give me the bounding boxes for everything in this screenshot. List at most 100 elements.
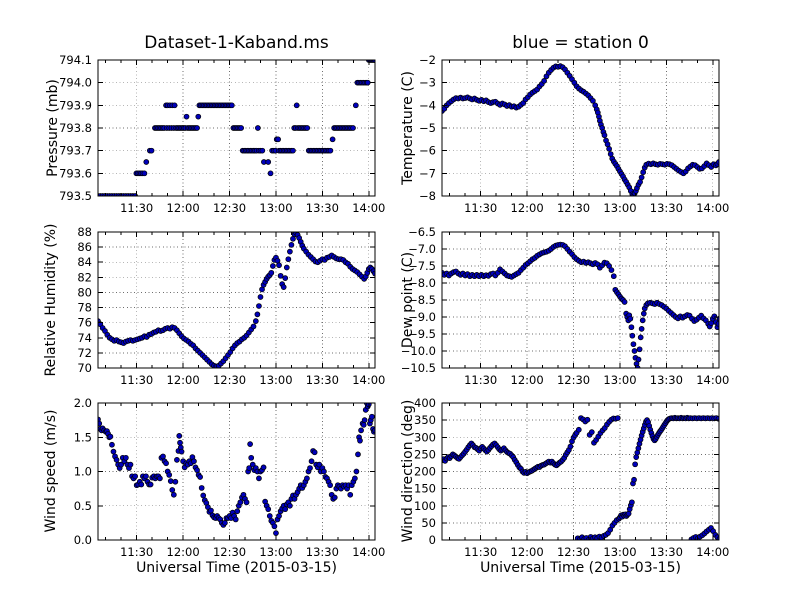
svg-text:11:30: 11:30 [120, 373, 153, 387]
panel-wind_speed: 0.0 0.5 1.0 1.5 2.0 11:30 12:00 12:30 13:00 13:30… [74, 396, 386, 559]
svg-text:86: 86 [77, 240, 92, 254]
svg-text:50: 50 [421, 516, 436, 530]
svg-text:13:00: 13:00 [603, 373, 636, 387]
svg-text:82: 82 [77, 270, 92, 284]
svg-text:150: 150 [414, 482, 436, 496]
svg-text:11:30: 11:30 [464, 545, 497, 559]
svg-text:11:30: 11:30 [464, 373, 497, 387]
svg-text:11:30: 11:30 [120, 545, 153, 559]
svg-text:1.0: 1.0 [74, 465, 92, 479]
svg-text:400: 400 [414, 396, 436, 410]
svg-text:12:30: 12:30 [557, 201, 590, 215]
svg-text:14:00: 14:00 [352, 201, 385, 215]
xlabel-left: Universal Time (2015-03-15) [136, 560, 337, 576]
ylabel-wind-speed: Wind speed (m/s) [43, 409, 59, 533]
svg-text:793.8: 793.8 [59, 121, 92, 135]
svg-text:11:30: 11:30 [464, 201, 497, 215]
svg-text:13:30: 13:30 [306, 201, 339, 215]
svg-text:−7.5: −7.5 [408, 259, 436, 273]
svg-text:−10.0: −10.0 [401, 344, 436, 358]
svg-text:13:30: 13:30 [306, 545, 339, 559]
svg-text:76: 76 [77, 316, 92, 330]
left-panel-title: Dataset-1-Kaband.ms [144, 33, 329, 53]
svg-text:12:00: 12:00 [167, 373, 200, 387]
svg-text:0.5: 0.5 [74, 499, 92, 513]
svg-text:794.1: 794.1 [59, 53, 92, 67]
svg-text:13:30: 13:30 [306, 373, 339, 387]
svg-text:1.5: 1.5 [74, 430, 92, 444]
svg-text:−9.5: −9.5 [408, 327, 436, 341]
svg-text:12:30: 12:30 [213, 201, 246, 215]
svg-text:−8.0: −8.0 [408, 276, 436, 290]
svg-text:12:00: 12:00 [511, 373, 544, 387]
svg-text:12:30: 12:30 [213, 545, 246, 559]
svg-text:13:00: 13:00 [603, 545, 636, 559]
svg-text:−6.5: −6.5 [408, 225, 436, 239]
svg-text:72: 72 [77, 346, 92, 360]
svg-text:−4: −4 [419, 98, 436, 112]
svg-text:12:30: 12:30 [557, 545, 590, 559]
svg-text:14:00: 14:00 [696, 373, 729, 387]
svg-text:13:30: 13:30 [650, 373, 683, 387]
panel-wind_direction: 0 50 100 150 200 250 300 350 400 11:30 12:00 12:30 1… [414, 396, 729, 559]
svg-text:−5: −5 [419, 121, 436, 135]
xlabel-right: Universal Time (2015-03-15) [480, 560, 681, 576]
svg-text:300: 300 [414, 430, 436, 444]
panel-temperature: −8 −7 −6 −5 −4 −3 −2 11:30 12:00 12:30 13:00 13:30 1… [419, 53, 729, 215]
svg-text:84: 84 [77, 255, 92, 269]
svg-text:793.9: 793.9 [59, 98, 92, 112]
svg-text:12:30: 12:30 [557, 373, 590, 387]
svg-text:13:30: 13:30 [650, 201, 683, 215]
svg-text:14:00: 14:00 [696, 545, 729, 559]
svg-text:13:00: 13:00 [259, 373, 292, 387]
svg-text:13:30: 13:30 [650, 545, 683, 559]
svg-text:−7: −7 [419, 166, 436, 180]
svg-text:−9.0: −9.0 [408, 310, 436, 324]
ylabel-dew-point: Dew point (C) [400, 251, 416, 349]
svg-text:350: 350 [414, 413, 436, 427]
svg-text:0: 0 [429, 533, 436, 547]
svg-text:2.0: 2.0 [74, 396, 92, 410]
svg-text:13:00: 13:00 [259, 201, 292, 215]
svg-text:12:30: 12:30 [213, 373, 246, 387]
svg-text:793.6: 793.6 [59, 166, 92, 180]
svg-text:200: 200 [414, 465, 436, 479]
svg-text:88: 88 [77, 225, 92, 239]
svg-text:−3: −3 [419, 76, 436, 90]
svg-text:12:00: 12:00 [167, 545, 200, 559]
svg-text:13:00: 13:00 [259, 545, 292, 559]
svg-text:70: 70 [77, 361, 92, 375]
svg-text:−8: −8 [419, 189, 436, 203]
svg-text:−8.5: −8.5 [408, 293, 436, 307]
svg-text:13:00: 13:00 [603, 201, 636, 215]
svg-text:14:00: 14:00 [352, 373, 385, 387]
svg-text:−10.5: −10.5 [401, 361, 436, 375]
svg-text:−7.0: −7.0 [408, 242, 436, 256]
ylabel-pressure: Pressure (mb) [45, 79, 61, 177]
svg-text:74: 74 [77, 331, 92, 345]
panel-pressure: 793.5 793.6 793.7 793.8 793.9 794.0 794.1 11:30… [59, 53, 385, 215]
svg-text:794.0: 794.0 [59, 76, 92, 90]
svg-text:11:30: 11:30 [120, 201, 153, 215]
svg-text:0.0: 0.0 [74, 533, 92, 547]
svg-text:80: 80 [77, 285, 92, 299]
svg-text:250: 250 [414, 447, 436, 461]
svg-text:793.5: 793.5 [59, 189, 92, 203]
svg-text:14:00: 14:00 [696, 201, 729, 215]
ylabel-wind-direction: Wind direction (deg) [400, 399, 416, 543]
svg-text:100: 100 [414, 499, 436, 513]
svg-text:12:00: 12:00 [511, 201, 544, 215]
svg-text:78: 78 [77, 301, 92, 315]
panel-dew_point: −10.5 −10.0 −9.5 −9.0 −8.5 −8.0 −7.5 −7.0 −6.5 11… [401, 225, 730, 387]
svg-text:12:00: 12:00 [167, 201, 200, 215]
right-panel-title: blue = station 0 [512, 33, 649, 53]
svg-text:−6: −6 [419, 144, 436, 158]
svg-text:−2: −2 [419, 53, 436, 67]
svg-text:12:00: 12:00 [511, 545, 544, 559]
svg-text:14:00: 14:00 [352, 545, 385, 559]
svg-text:793.7: 793.7 [59, 144, 92, 158]
ylabel-humidity: Relative Humidity (%) [43, 223, 59, 377]
